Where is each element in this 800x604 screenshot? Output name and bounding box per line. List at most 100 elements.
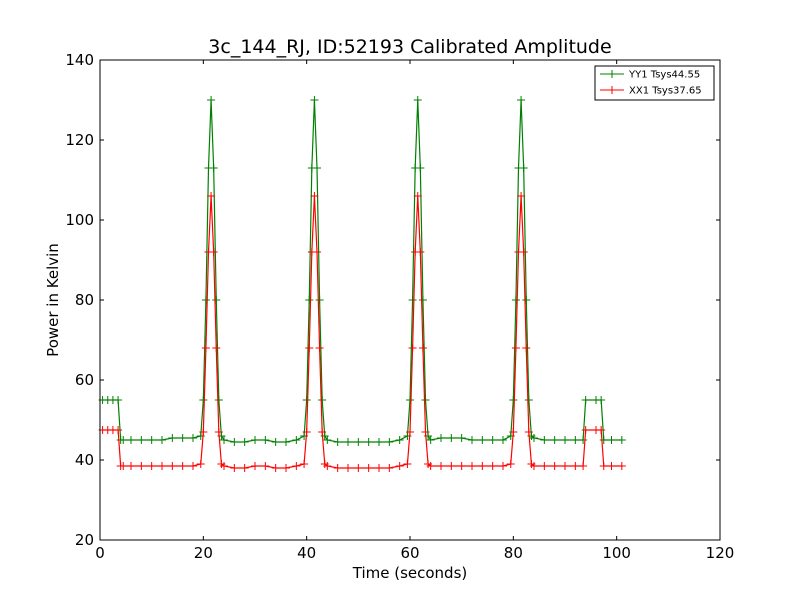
data-point [599,462,608,470]
data-point [517,192,526,200]
data-point [540,436,549,444]
data-point [522,344,531,352]
data-point [318,428,327,436]
data-point [292,436,301,444]
data-point [447,434,456,442]
data-point [550,462,559,470]
data-point [199,428,208,436]
data-point [375,438,383,446]
x-tick-label: 40 [297,544,316,562]
y-tick-label: 80 [75,291,94,309]
data-point [579,462,588,470]
data-point [395,436,404,444]
data-point [271,438,280,446]
data-point [416,164,425,172]
data-point [597,396,606,404]
data-point [511,296,520,304]
data-point [375,464,383,472]
legend-label-yy1: YY1 Tsys44.55 [628,70,700,81]
data-point [421,396,430,404]
data-point [310,192,319,200]
x-tick-label: 0 [95,544,105,562]
data-point [561,462,569,470]
x-tick-label: 20 [194,544,213,562]
data-point [318,396,327,404]
data-point [251,462,259,470]
data-point [214,428,223,436]
data-point [315,344,324,352]
y-tick-label: 120 [65,131,94,149]
data-point [617,462,626,470]
data-point [418,296,427,304]
plot-area [98,96,626,472]
data-point [488,436,497,444]
data-point [323,462,332,470]
data-point [114,426,123,434]
data-point [509,396,518,404]
data-point [333,464,342,472]
data-point [599,436,608,444]
data-point [506,460,515,468]
legend-marker [608,70,616,78]
legend: YY1 Tsys44.55 XX1 Tsys37.65 [594,65,715,101]
data-point [597,426,606,434]
data-point [230,438,239,446]
data-point [207,192,216,200]
data-point [561,436,569,444]
x-axis-label: Time (seconds) [352,564,468,582]
data-point [447,462,456,470]
data-point [292,462,301,470]
data-point [127,436,135,444]
data-point [158,436,166,444]
series-xx1 [98,192,626,472]
data-point [571,462,580,470]
data-point [408,344,417,352]
data-point [310,96,319,104]
data-point [119,462,128,470]
data-point [315,296,324,304]
data-point [581,396,590,404]
data-point [261,436,270,444]
data-point [607,436,616,444]
data-point [517,96,526,104]
data-point [522,296,531,304]
data-point [282,438,290,446]
data-point [437,462,445,470]
data-point [214,396,223,404]
data-point [313,248,321,256]
data-point [607,462,616,470]
data-point [302,396,311,404]
data-point [413,192,422,200]
data-point [408,296,417,304]
data-point [305,296,314,304]
series-yy1 [98,96,626,446]
x-tick-label: 80 [504,544,523,562]
x-tick-label: 60 [400,544,419,562]
data-point [240,438,249,446]
data-point [199,396,208,404]
series-line-yy1 [102,99,622,443]
data-point [313,164,321,172]
x-tick-label: 120 [706,544,735,562]
data-point [364,438,373,446]
data-point [519,164,528,172]
data-point [488,462,497,470]
data-point [137,436,146,444]
data-point [189,462,197,470]
data-point [395,462,404,470]
data-point [413,96,422,104]
data-point [437,434,445,442]
data-point [344,438,352,446]
data-point [403,460,412,468]
data-point [323,436,332,444]
data-point [201,296,210,304]
data-point [114,396,123,404]
data-point [530,462,538,470]
data-point [581,426,590,434]
data-point [212,296,221,304]
legend-marker [608,86,616,94]
data-point [178,462,187,470]
data-point [385,464,394,472]
